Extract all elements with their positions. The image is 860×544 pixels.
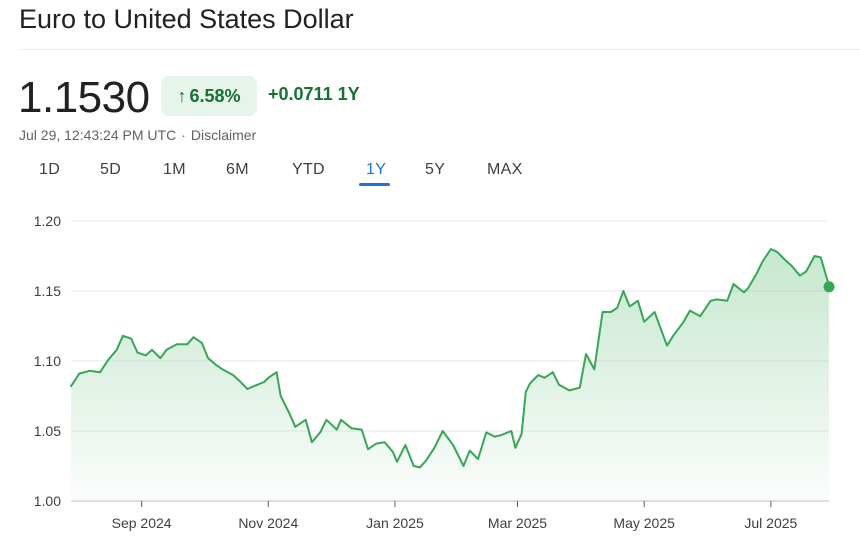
range-tab-5d[interactable]: 5D bbox=[100, 161, 122, 178]
range-tab-1y[interactable]: 1Y bbox=[366, 161, 387, 178]
timestamp-row: Jul 29, 12:43:24 PM UTC · Disclaimer bbox=[19, 127, 256, 143]
current-price: 1.1530 bbox=[18, 73, 150, 122]
range-tab-ytd[interactable]: YTD bbox=[292, 161, 325, 178]
change-value-row: +0.0711 1Y bbox=[268, 84, 365, 105]
change-value: +0.0711 bbox=[268, 84, 333, 104]
change-percent-badge: ↑ 6.58% bbox=[161, 76, 257, 116]
range-tab-1d[interactable]: 1D bbox=[39, 161, 61, 178]
price-area-fill bbox=[71, 249, 829, 501]
page-title: Euro to United States Dollar bbox=[19, 4, 354, 34]
axis-layer: 1.20 1.15 1.10 1.05 1.00 Sep 2024 Nov 2024 Jan … bbox=[34, 213, 798, 531]
header-divider bbox=[19, 49, 860, 50]
price-chart: 1.20 1.15 1.10 1.05 1.00 Sep 2024 Nov 2024 Jan … bbox=[34, 213, 835, 531]
separator-dot: · bbox=[181, 127, 186, 143]
range-tab-6m[interactable]: 6M bbox=[226, 161, 249, 178]
x-tick-label: May 2025 bbox=[613, 515, 675, 531]
timestamp: Jul 29, 12:43:24 PM UTC bbox=[19, 127, 177, 143]
x-tick-label: Jul 2025 bbox=[744, 515, 797, 531]
active-range-underline bbox=[359, 183, 390, 186]
x-tick-label: Mar 2025 bbox=[488, 515, 547, 531]
x-tick-label: Sep 2024 bbox=[112, 515, 172, 531]
area-layer bbox=[70, 248, 835, 501]
range-tab-1m[interactable]: 1M bbox=[163, 161, 186, 178]
x-tick-label: Nov 2024 bbox=[238, 515, 298, 531]
y-tick-label: 1.05 bbox=[34, 423, 61, 439]
y-tick-label: 1.00 bbox=[34, 493, 61, 509]
price-line bbox=[70, 248, 830, 469]
y-tick-label: 1.10 bbox=[34, 353, 61, 369]
range-tab-max[interactable]: MAX bbox=[487, 161, 523, 178]
x-tick-label: Jan 2025 bbox=[366, 515, 424, 531]
change-period: 1Y bbox=[337, 84, 360, 104]
arrow-up-icon: ↑ bbox=[177, 85, 187, 106]
disclaimer-link[interactable]: Disclaimer bbox=[190, 127, 257, 143]
change-percent: 6.58% bbox=[189, 85, 241, 106]
y-tick-label: 1.20 bbox=[34, 213, 61, 229]
last-price-point bbox=[823, 281, 835, 293]
y-tick-label: 1.15 bbox=[34, 283, 61, 299]
range-tab-5y[interactable]: 5Y bbox=[425, 161, 446, 178]
